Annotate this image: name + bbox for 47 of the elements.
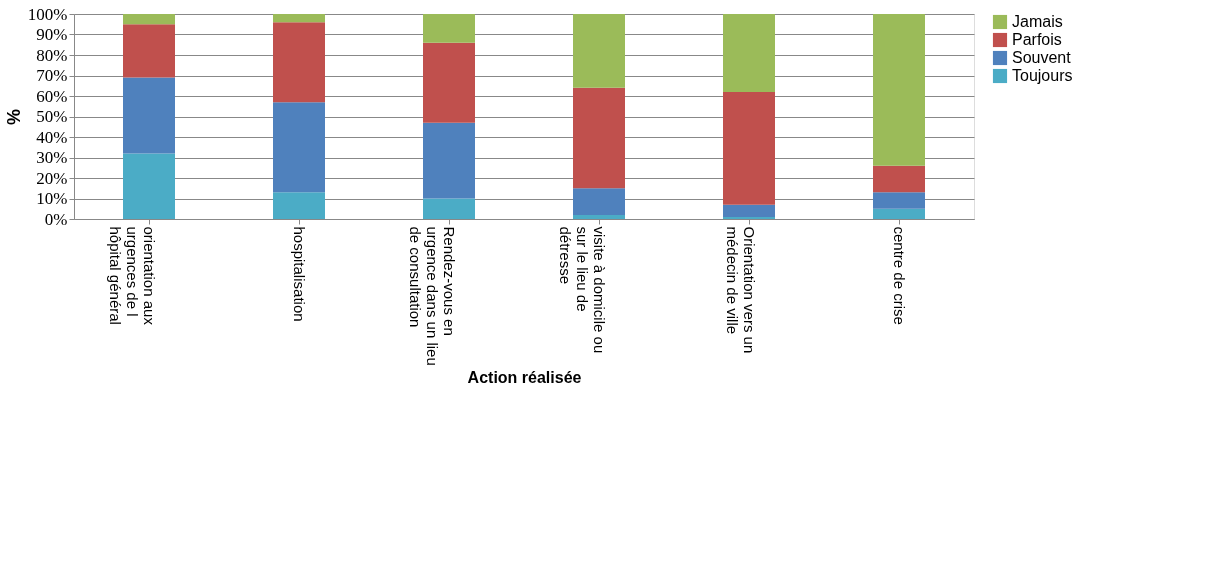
legend-label: Jamais xyxy=(1012,13,1063,30)
y-tick-label: 100% xyxy=(27,4,68,24)
legend-label: Toujours xyxy=(1012,67,1073,84)
bar xyxy=(423,42,475,123)
bar xyxy=(273,192,325,219)
y-axis-title: % xyxy=(3,108,24,126)
y-tick-label: 90% xyxy=(36,25,68,44)
y-tick-label: 80% xyxy=(36,45,68,65)
x-tick-label: Rendez-vous en urgence dans un lieu de consultation xyxy=(407,226,458,366)
bar xyxy=(723,14,775,92)
y-tick-label: 60% xyxy=(36,86,68,106)
x-tick-label: orientation aux urgences de l hôpital général xyxy=(107,226,158,326)
bar xyxy=(423,14,475,43)
bar xyxy=(723,91,775,205)
bar xyxy=(873,192,925,209)
bar xyxy=(123,77,175,154)
x-tick-label: hospitalisation xyxy=(291,226,308,322)
bar xyxy=(573,188,625,215)
bar xyxy=(123,14,175,25)
y-tick-label: 0% xyxy=(44,209,68,229)
bar xyxy=(873,165,925,193)
bar xyxy=(423,122,475,199)
y-tick-label: 40% xyxy=(36,127,68,147)
bar xyxy=(573,214,625,219)
legend-label: Souvent xyxy=(1012,49,1072,66)
x-tick-label: visite à domicile ou sur le lieu de détresse xyxy=(557,226,608,354)
bar xyxy=(573,14,625,88)
bar xyxy=(123,153,175,219)
bar xyxy=(873,208,925,219)
bar xyxy=(573,87,625,189)
bar xyxy=(723,216,775,219)
bar xyxy=(273,14,325,23)
y-tick-label: 10% xyxy=(36,189,68,208)
y-tick-label: 20% xyxy=(36,168,68,188)
x-tick-label: centre de crise xyxy=(891,226,908,325)
bar xyxy=(123,24,175,78)
bar xyxy=(273,22,325,103)
bar xyxy=(873,14,925,166)
bar xyxy=(723,204,775,217)
x-tick-label: Orientation vers un médecin de ville xyxy=(724,226,758,354)
x-axis-title: Action réalisée xyxy=(467,368,582,386)
y-tick-label: 50% xyxy=(36,107,68,126)
bar xyxy=(273,102,325,193)
y-tick-label: 30% xyxy=(36,148,68,167)
bar xyxy=(423,198,475,219)
y-tick-label: 70% xyxy=(36,66,68,85)
legend-label: Parfois xyxy=(1012,31,1062,48)
